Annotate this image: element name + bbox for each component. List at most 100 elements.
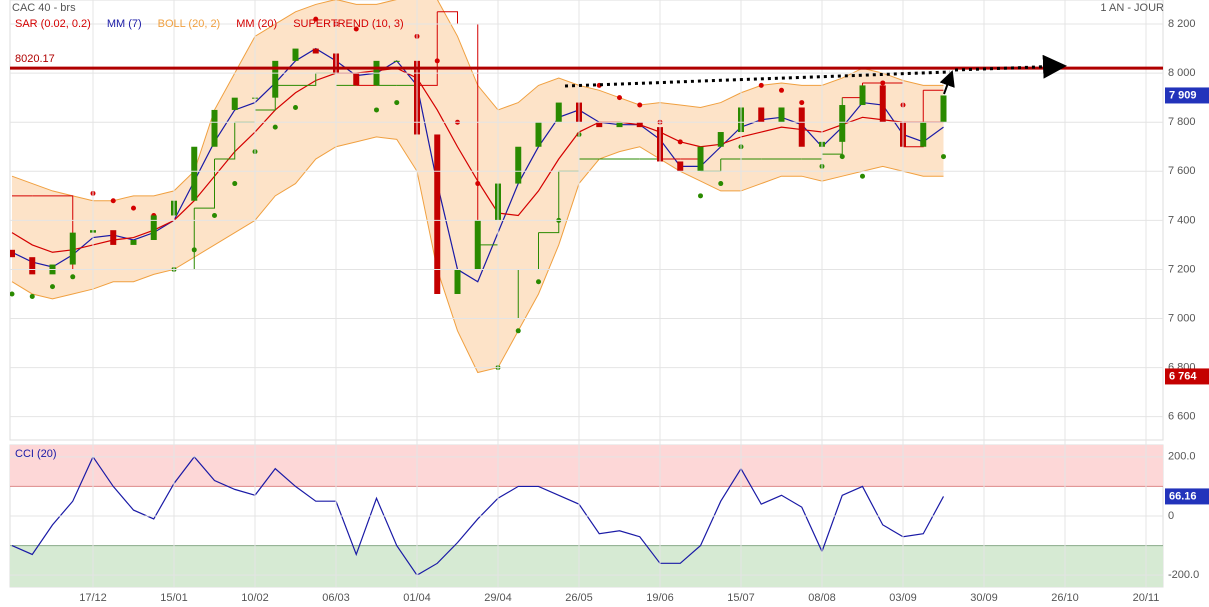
sar-dot [353, 26, 359, 32]
y-tick-label: 6 600 [1168, 411, 1196, 423]
sar-dot [374, 107, 379, 113]
legend-entry: MM (20) [236, 18, 277, 30]
y-tick-label: 7 000 [1168, 312, 1196, 324]
x-tick-label: 08/08 [808, 592, 836, 604]
candle [859, 85, 866, 106]
y-tick-label: 7 200 [1168, 263, 1196, 275]
sar-dot [860, 173, 865, 179]
candle [839, 105, 846, 142]
sar-dot [617, 95, 622, 101]
cci-plot [10, 445, 1163, 587]
sar-dot [718, 181, 724, 187]
cci-line [11, 455, 945, 576]
y-tick-label: 7 800 [1168, 116, 1196, 128]
candle [69, 232, 76, 265]
candle [393, 60, 400, 62]
sar-dot [839, 154, 845, 160]
plot-layer: 17/12 15/01 10/02 06/03 01/04 29/04 26/05 19/06… [10, 0, 1209, 604]
candle [231, 97, 238, 110]
y-tick-label: 7 600 [1168, 165, 1196, 177]
candle [434, 134, 441, 294]
cci-title: CCI (20) [15, 448, 57, 460]
cci-badge-label: 66.16 [1169, 490, 1197, 502]
candle [110, 230, 117, 245]
cci-badge [1165, 488, 1209, 505]
legend-entry: SUPERTREND (10, 3) [293, 18, 403, 30]
y-tick-label: 8 000 [1168, 67, 1196, 79]
x-tick-label: 15/07 [727, 592, 755, 604]
moving-average [11, 47, 944, 283]
candle [879, 85, 886, 123]
sar-dot [212, 212, 217, 218]
x-tick-label: 30/09 [970, 592, 998, 604]
x-tick-label: 29/04 [484, 592, 512, 604]
sar-dot [232, 181, 238, 187]
chart-title: CAC 40 - brs [12, 2, 76, 14]
level-label: 8020.17 [15, 53, 55, 65]
up-arrow [939, 70, 955, 95]
x-tick-label: 26/05 [565, 592, 593, 604]
sar-dot [293, 104, 298, 110]
x-tick-label: 15/01 [160, 592, 188, 604]
price-badge-label: 6 764 [1169, 370, 1197, 382]
sar-dot [799, 100, 805, 106]
price-badge [1165, 87, 1209, 104]
sar-dot [29, 293, 35, 299]
candle [150, 215, 157, 240]
candle [191, 146, 198, 201]
supertrend-segment [295, 73, 317, 86]
sar-dot [941, 154, 946, 160]
y-tick-label: 0 [1168, 510, 1174, 522]
x-tick-label: 01/04 [403, 592, 431, 604]
x-tick-label: 06/03 [322, 592, 350, 604]
sar-dot [779, 87, 784, 93]
sar-dot [313, 16, 319, 22]
candle [515, 146, 522, 184]
candle [10, 249, 15, 258]
y-tick-label: 8 200 [1168, 18, 1196, 30]
chart-subtitle: 1 AN - JOUR [1100, 2, 1164, 14]
x-tick-label: 17/12 [79, 592, 107, 604]
candle [211, 109, 218, 147]
supertrend-segment [417, 11, 438, 86]
bollinger-lower [11, 136, 944, 374]
legend-entry: SAR (0.02, 0.2) [15, 18, 91, 30]
sar-dot [394, 100, 400, 106]
sar-dot [536, 279, 541, 285]
candle [940, 95, 947, 123]
candle [677, 161, 684, 172]
candle [778, 107, 785, 123]
candle [292, 48, 299, 61]
candle [312, 48, 319, 54]
oversold-zone [10, 545, 1163, 587]
candle [798, 107, 805, 147]
sar-dot [637, 102, 643, 108]
supertrend-segment [538, 171, 560, 234]
candle [454, 269, 461, 294]
supertrend-segment [214, 122, 236, 160]
y-tick-label: 7 400 [1168, 214, 1196, 226]
x-tick-label: 10/02 [241, 592, 269, 604]
candle [596, 122, 603, 128]
overbought-zone [10, 445, 1163, 487]
trend-annotation [564, 70, 951, 88]
candle [616, 122, 623, 128]
sar-dot [698, 193, 703, 199]
candle [758, 107, 765, 123]
x-tick-label: 20/11 [1133, 592, 1160, 604]
sar-dot [110, 198, 116, 204]
sar-dot [131, 205, 136, 211]
candle [474, 220, 481, 270]
candle [130, 240, 137, 245]
candle [535, 122, 542, 147]
candle [353, 73, 360, 86]
supertrend-segment [194, 159, 215, 209]
candle [636, 122, 643, 128]
sar-dot [272, 124, 278, 130]
candle [697, 146, 704, 172]
sar-dot [10, 291, 15, 297]
sar-dot [50, 284, 55, 290]
x-tick-label: 19/06 [646, 592, 674, 604]
legend-entry: BOLL (20, 2) [158, 18, 221, 30]
